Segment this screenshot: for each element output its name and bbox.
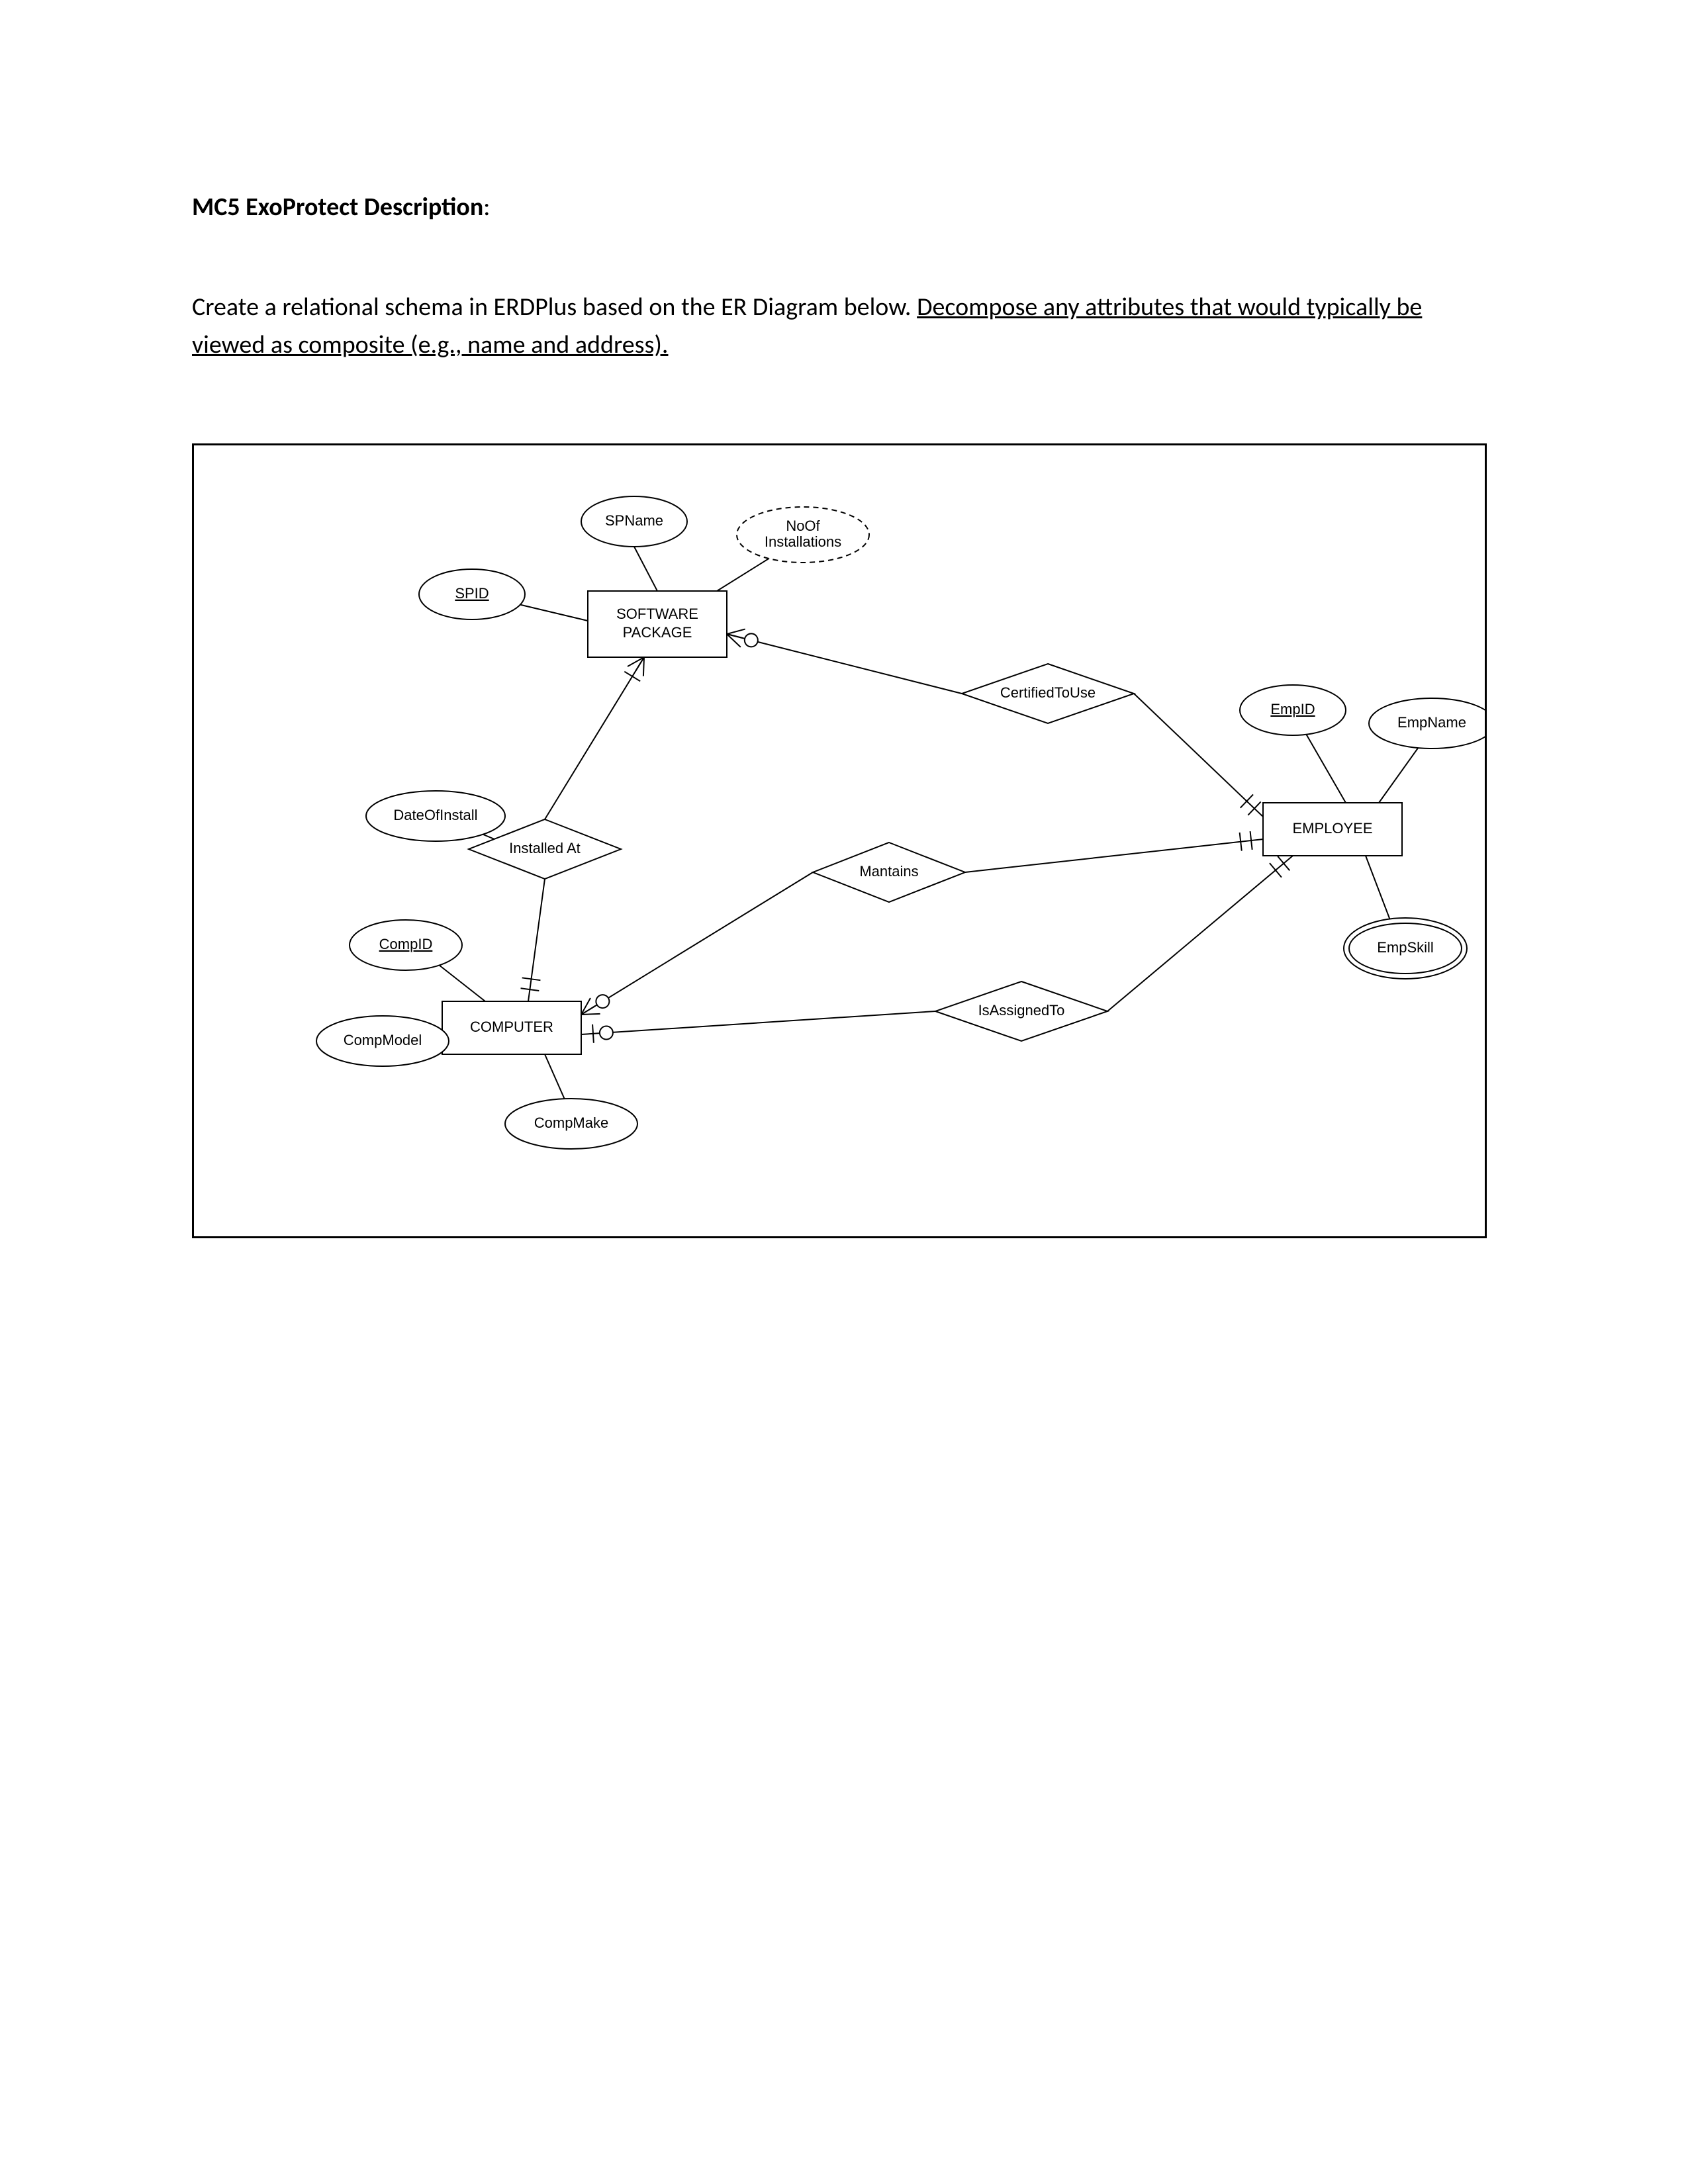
instruction-text: Create a relational schema in ERDPlus ba…	[192, 289, 1496, 364]
title-colon: :	[483, 192, 490, 222]
svg-text:Mantains: Mantains	[859, 863, 918, 880]
svg-text:EMPLOYEE: EMPLOYEE	[1292, 820, 1372, 837]
svg-text:SPName: SPName	[605, 512, 663, 529]
instruction-plain: Create a relational schema in ERDPlus ba…	[192, 292, 917, 322]
svg-text:SPID: SPID	[455, 585, 489, 602]
svg-text:PACKAGE: PACKAGE	[623, 624, 692, 641]
svg-text:Installed At: Installed At	[509, 840, 581, 856]
svg-text:Installations: Installations	[765, 533, 841, 550]
svg-text:EmpID: EmpID	[1270, 701, 1315, 717]
svg-text:CompMake: CompMake	[534, 1115, 608, 1131]
document-page: MC5 ExoProtect Description: Create a rel…	[0, 0, 1688, 2184]
svg-text:DateOfInstall: DateOfInstall	[393, 807, 477, 823]
er-diagram-frame: CertifiedToUse Installed At Mantains IsAssi…	[192, 443, 1487, 1238]
svg-text:CertifiedToUse: CertifiedToUse	[1000, 684, 1096, 701]
er-diagram-svg: CertifiedToUse Installed At Mantains IsAssi…	[194, 445, 1485, 1236]
svg-text:COMPUTER: COMPUTER	[470, 1019, 553, 1035]
page-title: MC5 ExoProtect Description:	[192, 192, 1496, 222]
svg-text:EmpName: EmpName	[1397, 714, 1466, 731]
svg-text:SOFTWARE: SOFTWARE	[616, 606, 698, 622]
svg-text:IsAssignedTo: IsAssignedTo	[978, 1002, 1065, 1019]
svg-text:EmpSkill: EmpSkill	[1377, 939, 1434, 956]
title-text: MC5 ExoProtect Description	[192, 192, 483, 222]
svg-text:CompModel: CompModel	[344, 1032, 422, 1048]
svg-text:CompID: CompID	[379, 936, 433, 952]
svg-text:NoOf: NoOf	[786, 518, 820, 534]
